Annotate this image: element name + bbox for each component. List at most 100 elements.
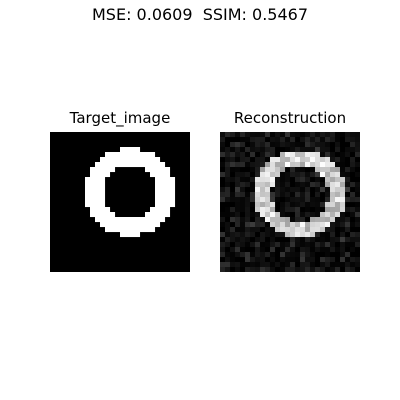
heatmap-pixel (325, 192, 331, 198)
heatmap-pixel (155, 167, 161, 173)
heatmap-pixel (345, 267, 351, 272)
heatmap-pixel (150, 172, 156, 178)
heatmap-pixel (220, 222, 226, 228)
heatmap-pixel (345, 257, 351, 263)
heatmap-pixel (160, 167, 166, 173)
heatmap-pixel (90, 192, 96, 198)
heatmap-pixel (355, 182, 360, 188)
heatmap-pixel (340, 167, 346, 173)
heatmap-pixel (120, 217, 126, 223)
heatmap-pixel (325, 202, 331, 208)
heatmap-pixel (225, 147, 231, 153)
heatmap-pixel (265, 147, 271, 153)
heatmap-pixel (255, 147, 261, 153)
heatmap-pixel (145, 217, 151, 223)
heatmap-pixel (300, 137, 306, 143)
heatmap-pixel (295, 227, 301, 233)
heatmap-pixel (270, 252, 276, 258)
heatmap-pixel (320, 147, 326, 153)
heatmap-pixel (150, 222, 156, 228)
heatmap-pixel (305, 142, 311, 148)
heatmap-pixel (305, 187, 311, 193)
heatmap-pixel (350, 267, 356, 272)
heatmap-pixel (300, 157, 306, 163)
heatmap-pixel (240, 252, 246, 258)
heatmap-pixel (270, 222, 276, 228)
heatmap-pixel (310, 147, 316, 153)
heatmap-pixel (315, 207, 321, 213)
heatmap-pixel (275, 157, 281, 163)
heatmap-pixel (345, 262, 351, 268)
heatmap-pixel (295, 237, 301, 243)
heatmap-pixel (295, 192, 301, 198)
heatmap-pixel (260, 162, 266, 168)
heatmap-pixel (315, 177, 321, 183)
heatmap-pixel (225, 182, 231, 188)
heatmap-pixel (105, 152, 111, 158)
heatmap-pixel (340, 152, 346, 158)
heatmap-pixel (230, 237, 236, 243)
heatmap-pixel (250, 162, 256, 168)
heatmap-pixel (350, 137, 356, 143)
heatmap-pixel (135, 162, 141, 168)
heatmap-pixel (280, 167, 286, 173)
heatmap-pixel (295, 142, 301, 148)
heatmap-pixel (165, 192, 171, 198)
heatmap-pixel (330, 267, 336, 272)
heatmap-pixel (340, 222, 346, 228)
heatmap-pixel (155, 197, 161, 203)
heatmap-pixel (335, 142, 341, 148)
heatmap-pixel (95, 177, 101, 183)
heatmap-pixel (125, 217, 131, 223)
heatmap-pixel (260, 142, 266, 148)
heatmap-pixel (230, 162, 236, 168)
heatmap-pixel (310, 217, 316, 223)
heatmap-pixel (275, 132, 281, 138)
heatmap-pixel (340, 177, 346, 183)
heatmap-pixel (235, 182, 241, 188)
heatmap-pixel (270, 257, 276, 263)
heatmap-pixel (320, 212, 326, 218)
heatmap-pixel (265, 207, 271, 213)
heatmap-pixel (225, 212, 231, 218)
heatmap-pixel (290, 142, 296, 148)
heatmap-pixel (260, 137, 266, 143)
heatmap-pixel (235, 222, 241, 228)
heatmap-pixel (285, 182, 291, 188)
heatmap-pixel (275, 197, 281, 203)
heatmap-pixel (300, 267, 306, 272)
heatmap-pixel (345, 172, 351, 178)
heatmap-pixel (90, 177, 96, 183)
heatmap-pixel (220, 212, 226, 218)
heatmap-pixel (110, 157, 116, 163)
heatmap-pixel (285, 247, 291, 253)
heatmap-pixel (115, 222, 121, 228)
heatmap-pixel (115, 152, 121, 158)
heatmap-pixel (340, 237, 346, 243)
heatmap-pixel (235, 177, 241, 183)
figure-suptitle: MSE: 0.0609 SSIM: 0.5467 (92, 5, 308, 24)
heatmap-pixel (315, 247, 321, 253)
heatmap-pixel (310, 182, 316, 188)
heatmap-pixel (350, 167, 356, 173)
heatmap-pixel (280, 262, 286, 268)
heatmap-pixel (135, 217, 141, 223)
heatmap-pixel (285, 132, 291, 138)
heatmap-pixel (330, 157, 336, 163)
heatmap-pixel (275, 177, 281, 183)
heatmap-pixel (285, 232, 291, 238)
heatmap-pixel (240, 192, 246, 198)
heatmap-pixel (160, 207, 166, 213)
heatmap-pixel (240, 172, 246, 178)
heatmap-pixel (240, 197, 246, 203)
heatmap-pixel (225, 162, 231, 168)
heatmap-pixel (345, 147, 351, 153)
heatmap-pixel (250, 197, 256, 203)
heatmap-pixel (350, 197, 356, 203)
heatmap-pixel (235, 197, 241, 203)
heatmap-pixel (220, 252, 226, 258)
heatmap-pixel (130, 162, 136, 168)
heatmap-pixel (220, 142, 226, 148)
heatmap-pixel (290, 157, 296, 163)
heatmap-pixel (265, 202, 271, 208)
